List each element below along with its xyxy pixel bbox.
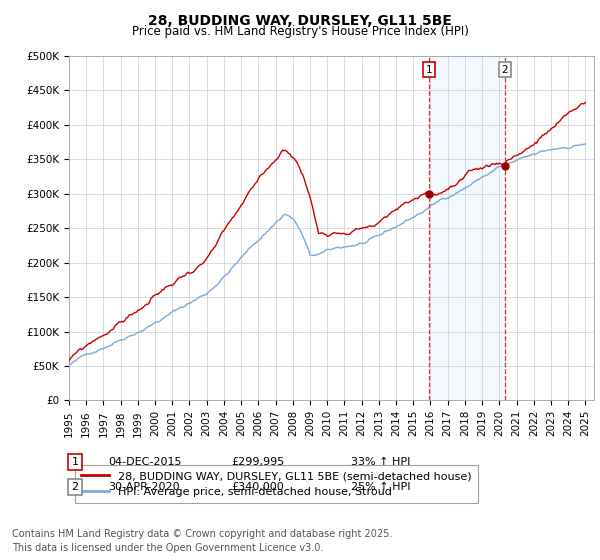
- Text: 28, BUDDING WAY, DURSLEY, GL11 5BE: 28, BUDDING WAY, DURSLEY, GL11 5BE: [148, 14, 452, 28]
- Text: £299,995: £299,995: [231, 457, 284, 467]
- Text: 2: 2: [502, 65, 508, 75]
- Text: 33% ↑ HPI: 33% ↑ HPI: [351, 457, 410, 467]
- Text: 1: 1: [71, 457, 79, 467]
- Text: This data is licensed under the Open Government Licence v3.0.: This data is licensed under the Open Gov…: [12, 543, 323, 553]
- Text: £340,000: £340,000: [231, 482, 284, 492]
- Text: Price paid vs. HM Land Registry's House Price Index (HPI): Price paid vs. HM Land Registry's House …: [131, 25, 469, 38]
- Text: Contains HM Land Registry data © Crown copyright and database right 2025.: Contains HM Land Registry data © Crown c…: [12, 529, 392, 539]
- Text: 25% ↑ HPI: 25% ↑ HPI: [351, 482, 410, 492]
- Bar: [429, 56, 505, 400]
- Text: 30-APR-2020: 30-APR-2020: [108, 482, 179, 492]
- Text: 2: 2: [71, 482, 79, 492]
- Text: 1: 1: [426, 65, 433, 75]
- Text: 04-DEC-2015: 04-DEC-2015: [108, 457, 182, 467]
- Legend: 28, BUDDING WAY, DURSLEY, GL11 5BE (semi-detached house), HPI: Average price, se: 28, BUDDING WAY, DURSLEY, GL11 5BE (semi…: [74, 464, 478, 503]
